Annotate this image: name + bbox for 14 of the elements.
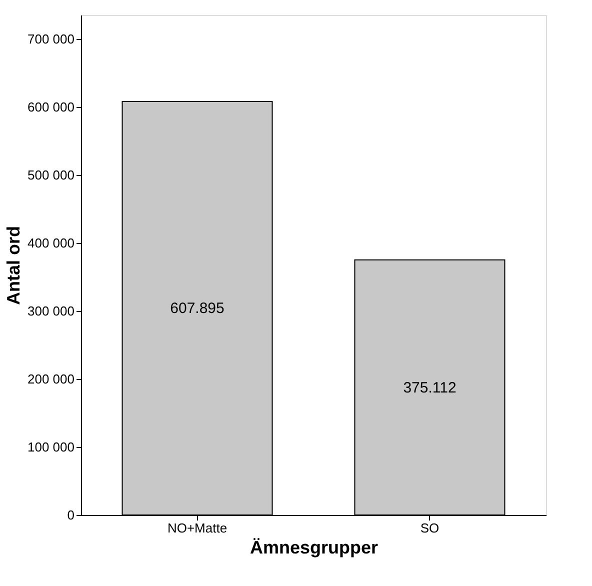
y-tick-label: 500 000	[28, 167, 74, 182]
data-label: 607.895	[170, 300, 224, 318]
y-tick-label: 300 000	[28, 303, 74, 318]
x-axis-title: Ämnesgrupper	[250, 538, 378, 558]
y-tick-label: 100 000	[28, 439, 74, 454]
data-label: 375.112	[403, 379, 456, 396]
x-tick-label: SO	[420, 520, 440, 536]
y-tick-label: 700 000	[28, 31, 74, 46]
y-tick-label: 400 000	[28, 235, 74, 250]
x-tick-label: NO+Matte	[167, 520, 228, 536]
y-tick-label: 600 000	[28, 99, 74, 114]
y-tick-label: 200 000	[28, 371, 74, 386]
y-tick-label: 0	[67, 508, 74, 522]
y-axis-title: Antal ord	[4, 226, 24, 305]
